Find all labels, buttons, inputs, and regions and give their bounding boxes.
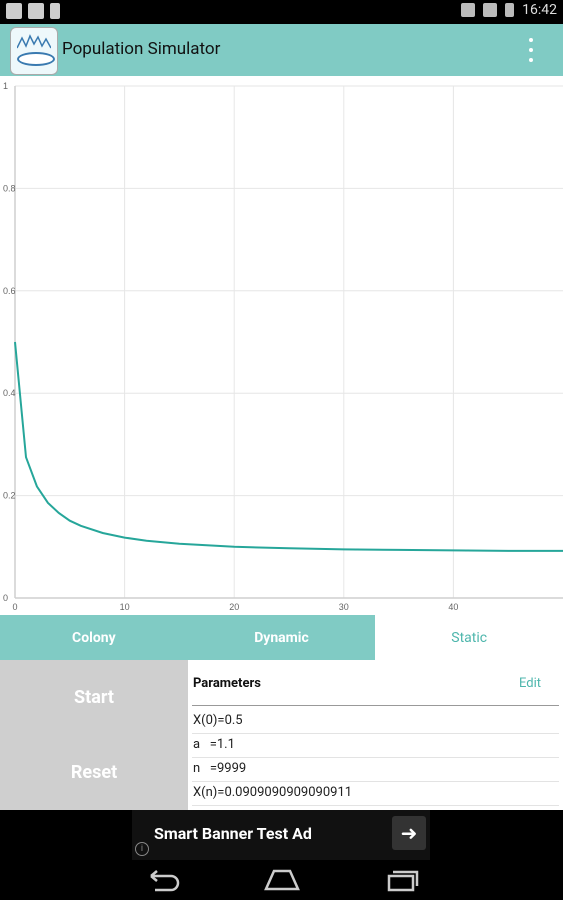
chart-svg: 0 10 20 30 40 0 0.2 0.4 0.6 0.8 1 <box>3 81 563 612</box>
param-xn: X(n)=0.0909090909090911 <box>192 781 559 806</box>
x-tick-label: 30 <box>339 602 349 612</box>
navigation-bar <box>0 860 563 900</box>
ad-text: Smart Banner Test Ad <box>154 824 312 843</box>
back-icon[interactable] <box>143 866 183 894</box>
y-tick-label: 0.8 <box>3 183 16 193</box>
petri-dish-icon[interactable] <box>10 27 58 75</box>
wifi-icon <box>483 3 498 17</box>
picture-icon <box>6 3 22 19</box>
action-bar: Population Simulator <box>0 24 563 76</box>
tab-colony[interactable]: Colony <box>0 615 188 660</box>
x-tick-label: 10 <box>120 602 130 612</box>
y-tick-label: 0.6 <box>3 286 16 296</box>
ad-area: Smart Banner Test Ad ➜ i <box>0 810 563 860</box>
series-line <box>14 341 563 552</box>
param-a: a =1.1 <box>192 733 559 758</box>
status-bar: 16:42 <box>0 0 563 24</box>
y-tick-label: 1 <box>3 81 8 91</box>
tab-dynamic[interactable]: Dynamic <box>187 615 376 660</box>
param-x0: X(0)=0.5 <box>192 709 559 734</box>
battery-icon <box>505 3 515 17</box>
param-n: n =9999 <box>192 757 559 782</box>
tab-bar: Colony Dynamic Static <box>0 615 563 660</box>
parameters-heading: Parameters <box>193 676 261 691</box>
arrow-right-icon[interactable]: ➜ <box>392 816 426 850</box>
population-chart: 0 10 20 30 40 0 0.2 0.4 0.6 0.8 1 <box>0 76 563 616</box>
parameters-panel: Parameters Edit X(0)=0.5 a =1.1 n =9999 … <box>188 660 563 810</box>
home-icon[interactable] <box>262 866 302 894</box>
x-tick-label: 20 <box>229 602 239 612</box>
app-title: Population Simulator <box>62 39 221 59</box>
sd-card-icon <box>50 3 60 19</box>
checkbox-icon <box>28 3 44 19</box>
reset-button[interactable]: Reset <box>70 762 118 783</box>
edit-button[interactable]: Edit <box>518 676 541 691</box>
clock: 16:42 <box>522 2 557 18</box>
start-button[interactable]: Start <box>74 687 114 708</box>
y-tick-label: 0.2 <box>3 491 16 501</box>
x-tick-label: 0 <box>12 602 17 612</box>
y-tick-label: 0 <box>3 593 8 603</box>
tab-static[interactable]: Static <box>375 615 563 660</box>
network-icon <box>461 3 476 17</box>
smart-banner-ad[interactable]: Smart Banner Test Ad ➜ i <box>132 810 430 860</box>
divider <box>192 705 559 706</box>
y-tick-label: 0.4 <box>3 388 16 398</box>
overflow-menu-icon[interactable] <box>529 38 535 62</box>
x-tick-label: 40 <box>448 602 458 612</box>
control-panel: Start Reset <box>0 660 188 810</box>
recents-icon[interactable] <box>383 866 423 894</box>
info-icon[interactable]: i <box>135 842 149 856</box>
